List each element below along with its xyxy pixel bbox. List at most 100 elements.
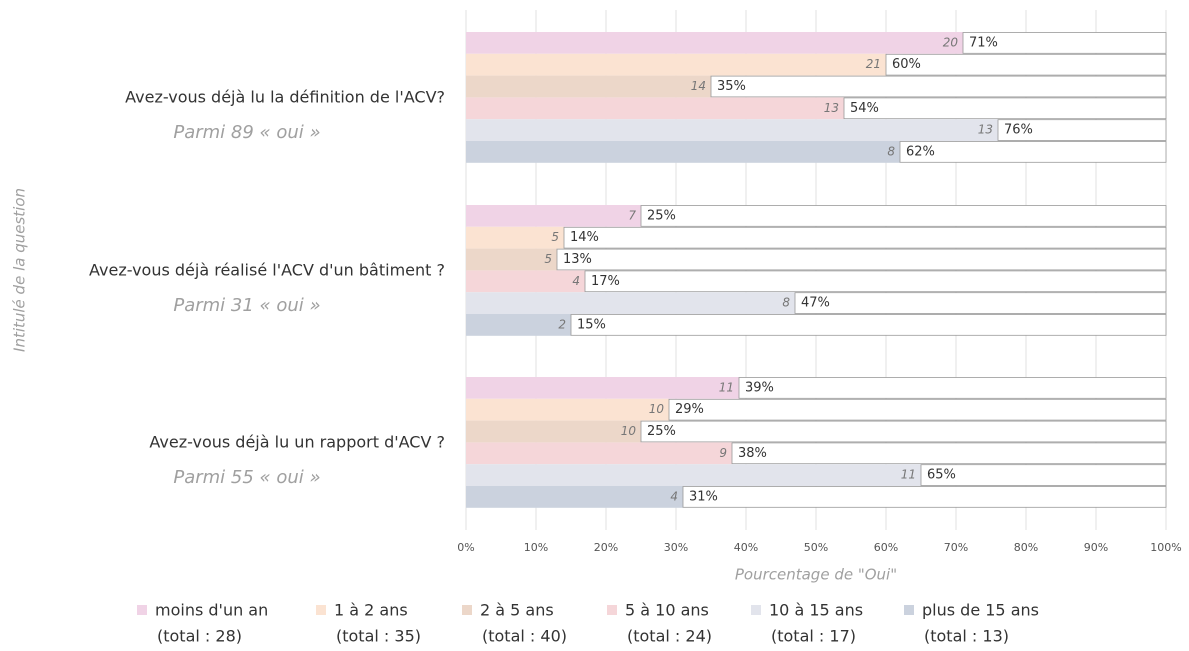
value-label: 13%: [563, 252, 592, 267]
bar: [466, 292, 795, 314]
bar-remainder: [997, 119, 1167, 141]
x-tick-label: 10%: [524, 541, 548, 554]
legend-note: (total : 13): [924, 627, 1009, 646]
x-tick-label: 40%: [734, 541, 758, 554]
bar-remainder: [731, 442, 1167, 465]
bar-remainder: [640, 205, 1167, 227]
x-tick-label: 30%: [664, 541, 688, 554]
count-label: 2: [558, 317, 566, 331]
count-label: 11: [901, 468, 916, 482]
legend-swatch: [607, 605, 617, 615]
count-label: 9: [719, 446, 727, 460]
bar-remainder: [920, 464, 1167, 486]
count-label: 4: [670, 489, 678, 503]
category-label: Avez-vous déjà lu un rapport d'ACV ?: [149, 433, 445, 452]
value-label: 25%: [647, 424, 676, 439]
bar-remainder: [563, 226, 1167, 249]
legend-swatch: [751, 605, 761, 615]
x-axis-label: Pourcentage de "Oui": [735, 566, 897, 584]
bar: [466, 226, 564, 249]
bar-remainder: [962, 32, 1167, 54]
count-label: 13: [824, 101, 839, 115]
legend-note: (total : 28): [157, 627, 242, 646]
bar: [466, 420, 641, 443]
legend-swatch: [904, 605, 914, 615]
bar-remainder: [682, 486, 1167, 508]
bar-remainder: [843, 97, 1167, 120]
count-label: 5: [544, 252, 552, 266]
x-tick-label: 0%: [457, 541, 474, 554]
legend-label: 10 à 15 ans: [769, 601, 863, 620]
value-label: 35%: [717, 79, 746, 94]
bar-remainder: [668, 398, 1167, 421]
value-label: 60%: [892, 57, 921, 72]
bar-remainder: [556, 248, 1167, 271]
value-label: 29%: [675, 402, 704, 417]
count-label: 10: [621, 424, 637, 438]
count-label: 14: [691, 79, 706, 93]
count-label: 10: [649, 402, 665, 416]
x-tick-label: 80%: [1014, 541, 1038, 554]
category-subtitle: Parmi 55 « oui »: [173, 467, 320, 488]
legend-note: (total : 35): [336, 627, 421, 646]
value-label: 14%: [570, 230, 599, 245]
bar: [466, 75, 711, 98]
category-subtitle: Parmi 31 « oui »: [173, 295, 320, 316]
value-label: 54%: [850, 101, 879, 116]
legend-label: 5 à 10 ans: [625, 601, 709, 620]
bar: [466, 486, 683, 508]
count-label: 4: [572, 274, 580, 288]
bar-remainder: [899, 141, 1167, 163]
legend-swatch: [137, 605, 147, 615]
x-tick-label: 100%: [1150, 541, 1181, 554]
legend-label: 1 à 2 ans: [334, 601, 408, 620]
value-label: 31%: [689, 489, 718, 504]
bar-remainder: [710, 75, 1167, 98]
bar: [466, 97, 844, 120]
count-label: 7: [628, 208, 636, 222]
bar: [466, 32, 963, 54]
count-label: 5: [551, 230, 559, 244]
legend-note: (total : 17): [771, 627, 856, 646]
legend-swatch: [462, 605, 472, 615]
x-tick-label: 60%: [874, 541, 898, 554]
bar-remainder: [794, 292, 1167, 314]
value-label: 76%: [1004, 123, 1033, 138]
legend-note: (total : 24): [627, 627, 712, 646]
bar-remainder: [570, 314, 1167, 336]
bar: [466, 270, 585, 293]
count-label: 8: [782, 296, 790, 310]
count-label: 11: [719, 380, 734, 394]
value-label: 17%: [591, 274, 620, 289]
bar: [466, 205, 641, 227]
legend-label: plus de 15 ans: [922, 601, 1039, 620]
bar: [466, 464, 921, 486]
count-label: 13: [978, 123, 993, 137]
count-label: 8: [887, 144, 895, 158]
category-subtitle: Parmi 89 « oui »: [173, 122, 320, 143]
x-tick-label: 70%: [944, 541, 968, 554]
value-label: 62%: [906, 144, 935, 159]
bar: [466, 119, 998, 141]
bar-remainder: [885, 53, 1167, 76]
legend-swatch: [316, 605, 326, 615]
bar: [466, 248, 557, 271]
count-label: 21: [866, 57, 881, 71]
value-label: 71%: [969, 35, 998, 50]
y-axis-label: Intitulé de la question: [11, 188, 29, 352]
category-label: Avez-vous déjà lu la définition de l'ACV…: [125, 88, 445, 107]
legend-label: 2 à 5 ans: [480, 601, 554, 620]
x-tick-label: 50%: [804, 541, 828, 554]
bar: [466, 314, 571, 336]
value-label: 25%: [647, 208, 676, 223]
count-label: 20: [943, 35, 959, 49]
bar: [466, 442, 732, 465]
value-label: 38%: [738, 446, 767, 461]
bar: [466, 398, 669, 421]
category-label: Avez-vous déjà réalisé l'ACV d'un bâtime…: [89, 261, 445, 280]
bar: [466, 141, 900, 163]
bar-remainder: [738, 377, 1167, 399]
value-label: 15%: [577, 317, 606, 332]
x-tick-label: 20%: [594, 541, 618, 554]
